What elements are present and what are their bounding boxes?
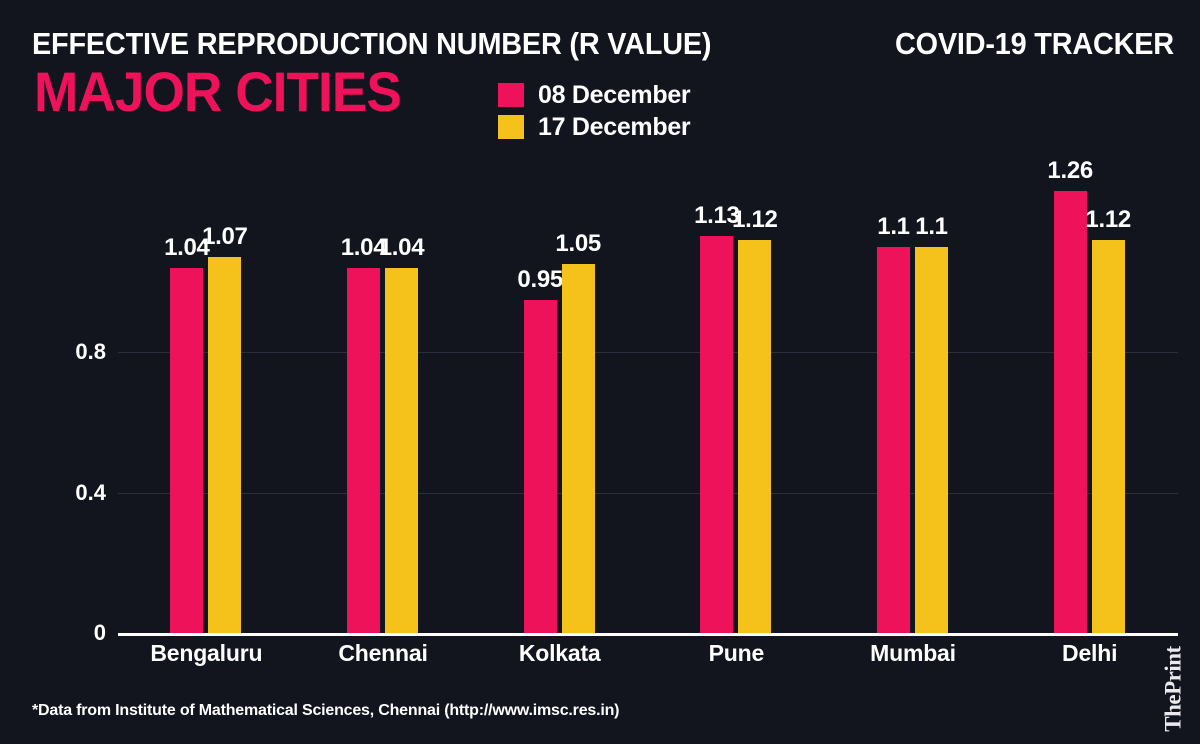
bar-column[interactable]: 1.04 (341, 153, 387, 633)
chart-legend: 08 December 17 December (498, 80, 798, 144)
bar-column[interactable]: 1.12 (1085, 153, 1131, 633)
bar-column[interactable]: 1.05 (555, 153, 601, 633)
legend-item-series-1: 08 December (498, 80, 798, 110)
legend-swatch-icon-series-2 (498, 115, 524, 139)
bar-column[interactable]: 1.26 (1047, 153, 1093, 633)
bar-value-label: 1.12 (732, 205, 778, 233)
bar[interactable] (561, 264, 595, 633)
bar-group-bars: 1.04 1.07 (164, 153, 248, 633)
bar-value-label: 1.26 (1047, 156, 1093, 184)
bar[interactable] (700, 236, 734, 633)
bar[interactable] (1091, 239, 1125, 633)
bar-column[interactable]: 1.13 (694, 153, 740, 633)
bar-column[interactable]: 1.04 (379, 153, 425, 633)
header: EFFECTIVE REPRODUCTION NUMBER (R VALUE) … (0, 0, 1200, 150)
legend-label-series-1: 08 December (538, 80, 691, 109)
bar-group-bars: 1.1 1.1 (877, 153, 948, 633)
bar-column[interactable]: 0.95 (517, 153, 563, 633)
bar-group-bars: 1.13 1.12 (694, 153, 778, 633)
bar-value-label: 1.1 (877, 212, 910, 240)
y-axis-tick-label: 0 (93, 620, 106, 645)
legend-swatch-icon-series-1 (498, 83, 524, 107)
bar-value-label: 1.05 (555, 230, 601, 258)
bar-group-bars: 1.04 1.04 (341, 153, 425, 633)
bar[interactable] (385, 267, 418, 633)
x-axis-category-label: Kolkata (518, 640, 601, 666)
x-axis-category-label: Mumbai (870, 640, 956, 666)
bar-column[interactable]: 1.12 (732, 153, 778, 633)
page-title: EFFECTIVE REPRODUCTION NUMBER (R VALUE) (32, 26, 712, 61)
bar-column[interactable]: 1.04 (164, 153, 210, 633)
gridline (118, 352, 1178, 354)
bar[interactable] (877, 246, 910, 633)
bar-value-label: 0.95 (517, 265, 563, 293)
bar-value-label: 1.04 (378, 233, 425, 261)
x-axis-category-label: Chennai (338, 640, 428, 666)
bar-column[interactable]: 1.1 (915, 153, 948, 633)
bar-value-label: 1.04 (340, 233, 387, 261)
bar[interactable] (208, 257, 242, 633)
x-axis-line (118, 633, 1178, 636)
bar[interactable] (170, 267, 204, 633)
x-axis-category-label: Bengaluru (150, 640, 263, 666)
bar-column[interactable]: 1.07 (202, 153, 248, 633)
bar-group-bars: 1.26 1.12 (1047, 153, 1131, 633)
bar-value-label: 1.12 (1085, 205, 1131, 233)
gridline (118, 492, 1178, 494)
bar[interactable] (347, 267, 380, 633)
legend-item-series-2: 17 December (498, 112, 798, 142)
brand-logo-text: ThePrint (1160, 646, 1186, 732)
bar-column[interactable]: 1.1 (877, 153, 910, 633)
bar-value-label: 1.07 (202, 223, 248, 251)
source-footnote: *Data from Institute of Mathematical Sci… (32, 702, 620, 719)
bar[interactable] (738, 239, 772, 633)
bar[interactable] (1053, 190, 1087, 633)
brand-logo: ThePrint (1154, 642, 1194, 738)
page-subtitle: MAJOR CITIES (34, 60, 402, 123)
y-axis-tick-label: 0.4 (75, 479, 106, 505)
bar-value-label: 1.13 (694, 202, 740, 230)
bar[interactable] (915, 246, 948, 633)
bar[interactable] (523, 299, 557, 633)
y-axis-tick-label: 0.8 (75, 339, 106, 365)
tracker-label: COVID-19 TRACKER (895, 26, 1174, 61)
x-axis-category-label: Delhi (1062, 640, 1118, 666)
x-axis-category-label: Pune (708, 640, 765, 666)
bar-group-bars: 0.95 1.05 (517, 153, 601, 633)
bar-value-label: 1.1 (915, 212, 948, 240)
legend-label-series-2: 17 December (538, 112, 691, 141)
bar-value-label: 1.04 (164, 233, 210, 261)
